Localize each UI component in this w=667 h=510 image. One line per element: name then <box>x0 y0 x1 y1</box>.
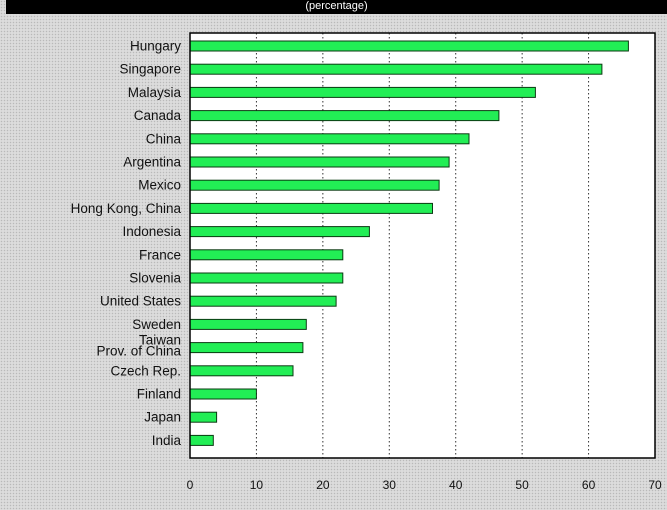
category-label: India <box>152 433 182 448</box>
bar-10 <box>189 272 344 284</box>
chart-title: (percentage) <box>305 0 368 12</box>
title-bar: (percentage) <box>6 0 667 14</box>
bar-0 <box>189 40 629 52</box>
x-tick-label: 40 <box>449 478 463 492</box>
x-tick-label: 60 <box>582 478 596 492</box>
bar-11 <box>189 295 337 307</box>
bar-12 <box>189 318 307 330</box>
category-label: Argentina <box>123 155 181 170</box>
category-label: Malaysia <box>128 85 182 100</box>
bar-6 <box>189 179 440 191</box>
bar-4 <box>189 133 470 145</box>
bar-16 <box>189 411 218 423</box>
x-tick-label: 70 <box>648 478 662 492</box>
bar-1 <box>189 63 603 75</box>
bar-5 <box>189 156 450 168</box>
category-label: Taiwan Prov. of China <box>96 333 181 359</box>
x-tick-label: 50 <box>515 478 529 492</box>
bar-2 <box>189 86 536 98</box>
plot-border <box>189 32 656 459</box>
x-tick-label: 30 <box>383 478 397 492</box>
bar-14 <box>189 365 294 377</box>
bar-9 <box>189 249 344 261</box>
category-label: Czech Rep. <box>110 363 181 378</box>
category-label: Slovenia <box>129 271 181 286</box>
category-label: Hungary <box>130 39 181 54</box>
category-label: Canada <box>134 108 182 123</box>
category-label: France <box>139 247 181 262</box>
bar-8 <box>189 226 370 238</box>
bar-13 <box>189 342 304 354</box>
category-label-line: Taiwan <box>139 333 181 348</box>
category-label: Singapore <box>119 62 181 77</box>
plot-area <box>190 33 655 458</box>
category-label-line: Prov. of China <box>96 344 181 359</box>
category-label: Sweden <box>132 317 181 332</box>
x-tick-label: 20 <box>316 478 330 492</box>
category-label: Finland <box>137 387 181 402</box>
bar-3 <box>189 110 500 122</box>
bar-15 <box>189 388 257 400</box>
category-label: Hong Kong, China <box>71 201 182 216</box>
category-label: China <box>146 131 182 146</box>
category-label: Indonesia <box>122 224 181 239</box>
x-tick-label: 10 <box>250 478 264 492</box>
x-tick-label: 0 <box>187 478 194 492</box>
category-label: Mexico <box>138 178 181 193</box>
bar-7 <box>189 202 433 214</box>
category-label: United States <box>100 294 181 309</box>
bar-17 <box>189 434 214 446</box>
category-label: Japan <box>144 410 181 425</box>
